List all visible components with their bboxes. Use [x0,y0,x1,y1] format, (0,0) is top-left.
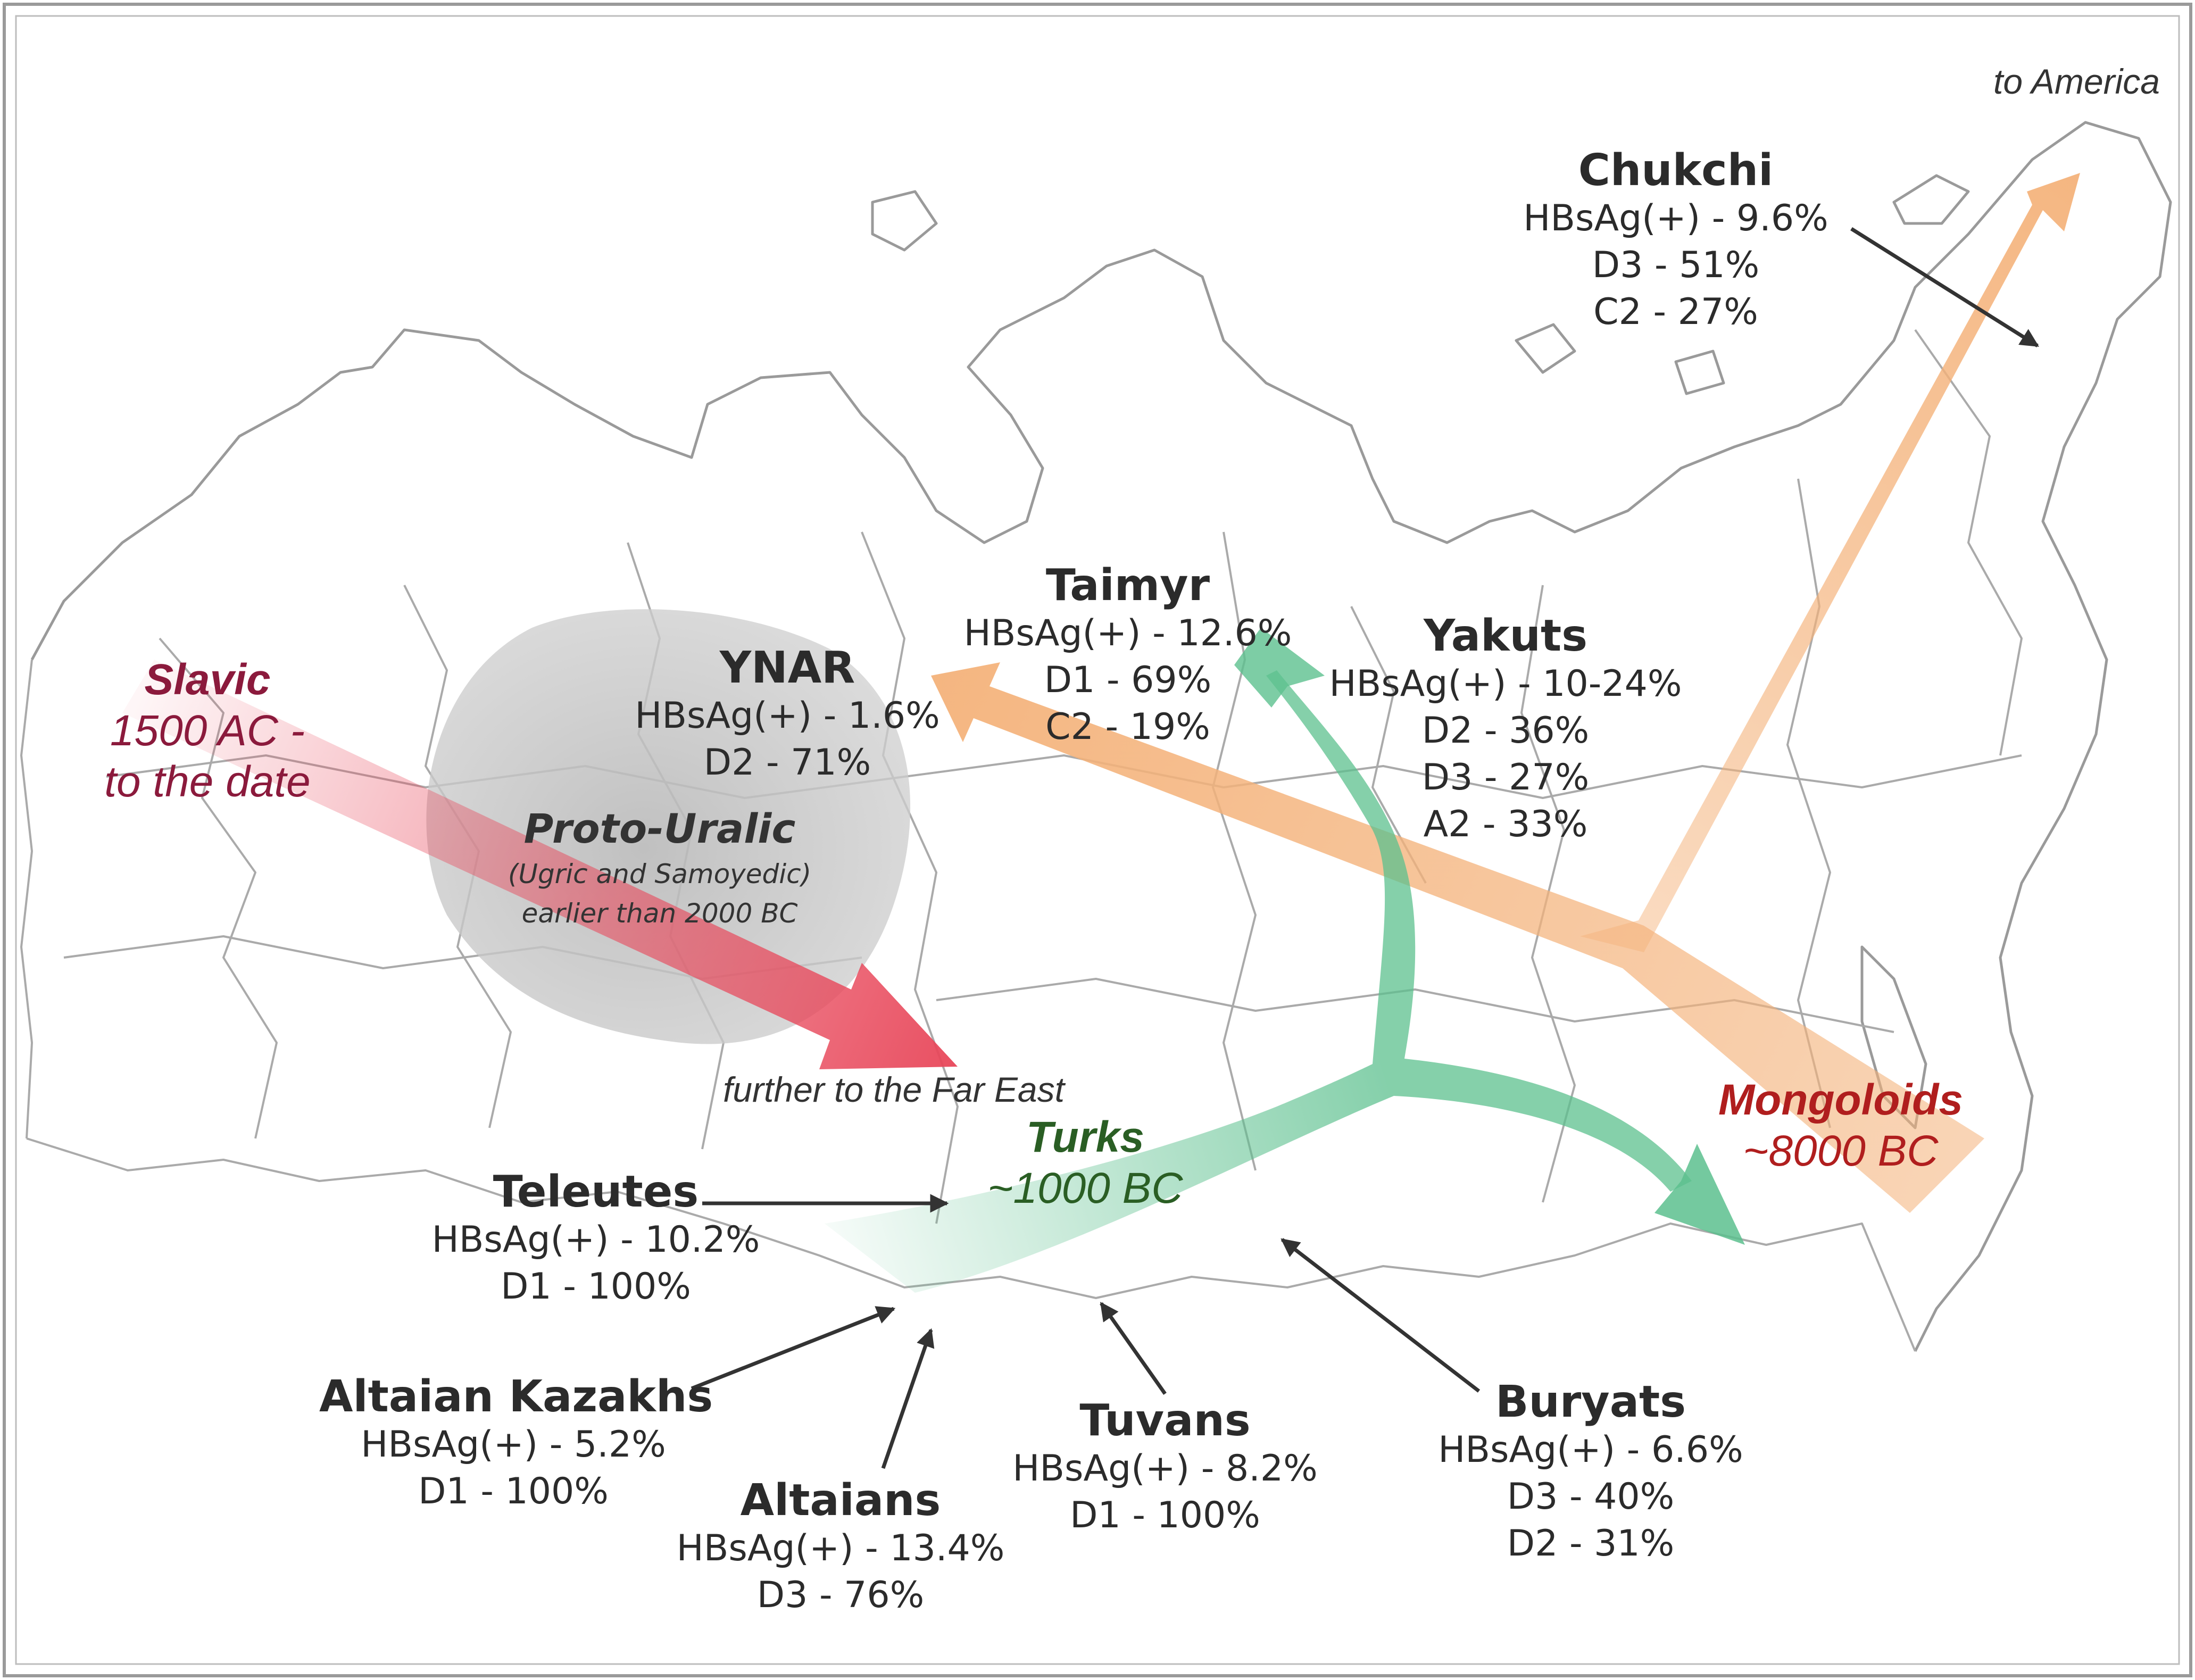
yakuts-genotype-3: A2 - 33% [1423,803,1588,845]
taimyr-label: Taimyr HBsAg(+) - 12.6% D1 - 69% C2 - 19… [947,561,1309,751]
altaian-kazakhs-pointer-arrow [691,1306,896,1391]
turks-label: Turks ~1000 BC [947,1112,1224,1214]
buryats-hbsag: HBsAg(+) - 6.6% [1438,1429,1743,1471]
mongoloids-date: ~8000 BC [1743,1127,1939,1175]
mongoloids-title: Mongoloids [1718,1076,1963,1124]
chukchi-genotype-2: C2 - 27% [1593,291,1758,333]
to-america-note: to America [1993,62,2160,101]
mongoloids-america-arrow [1580,173,2080,952]
slavic-date-line1: 1500 AC - [110,706,305,755]
buryats-genotype-1: D3 - 40% [1507,1476,1675,1518]
teleutes-label: Teleutes HBsAg(+) - 10.2% D1 - 100% [420,1168,771,1310]
tuvans-genotype-1: D1 - 100% [1070,1494,1260,1536]
altaians-genotype-1: D3 - 76% [756,1574,925,1616]
taimyr-genotype-2: C2 - 19% [1045,706,1210,748]
tuvans-label: Tuvans HBsAg(+) - 8.2% D1 - 100% [990,1396,1341,1539]
chukchi-name: Chukchi [1578,145,1774,196]
taimyr-genotype-1: D1 - 69% [1044,659,1212,701]
altaians-hbsag: HBsAg(+) - 13.4% [676,1527,1005,1569]
chukchi-label: Chukchi HBsAg(+) - 9.6% D3 - 51% C2 - 27… [1495,146,1857,336]
ynar-name: YNAR [719,643,855,693]
far-east-note: further to the Far East [723,1070,1065,1109]
chukchi-hbsag: HBsAg(+) - 9.6% [1523,197,1828,239]
proto-uralic-subgroups: (Ugric and Samoyedic) [508,859,812,889]
altaian-kazakhs-label: Altaian Kazakhs HBsAg(+) - 5.2% D1 - 100… [319,1371,713,1515]
yakuts-hbsag: HBsAg(+) - 10-24% [1329,663,1682,705]
altaians-pointer-arrow [881,1328,935,1469]
proto-uralic-date: earlier than 2000 BC [521,898,798,929]
ynar-label: YNAR HBsAg(+) - 1.6% D2 - 71% [622,644,952,786]
buryats-pointer-arrow [1281,1238,1481,1393]
pointer-arrows [691,227,2039,1469]
yakuts-genotype-2: D3 - 27% [1421,756,1590,799]
ynar-hbsag: HBsAg(+) - 1.6% [635,695,940,737]
turks-arrowhead-east [1654,1144,1745,1245]
altaian-kazakhs-name: Altaian Kazakhs [319,1371,713,1422]
tuvans-name: Tuvans [1079,1395,1251,1446]
inner-frame [15,15,2180,1665]
tuvans-pointer-arrow [1100,1302,1167,1395]
buryats-genotype-2: D2 - 31% [1507,1523,1675,1565]
altaians-name: Altaians [740,1475,941,1526]
ynar-genotype-1: D2 - 71% [703,742,871,784]
yakuts-name: Yakuts [1423,611,1588,661]
chukchi-pointer-arrow [1850,227,2039,347]
slavic-title: Slavic [144,655,271,704]
taimyr-hbsag: HBsAg(+) - 12.6% [963,612,1292,654]
turks-arrowhead-north [1234,628,1325,708]
proto-uralic-label: Proto-Uralic (Ugric and Samoyedic) earli… [468,803,851,933]
tuvans-hbsag: HBsAg(+) - 8.2% [1012,1448,1318,1490]
slavic-migration-arrow [122,660,958,1069]
teleutes-name: Teleutes [493,1167,699,1217]
mongoloids-label: Mongoloids ~8000 BC [1676,1075,2006,1177]
slavic-date-line2: to the date [104,758,311,806]
altaian-kazakhs-genotype-1: D1 - 100% [418,1470,609,1512]
proto-uralic-title: Proto-Uralic [523,805,796,852]
taimyr-name: Taimyr [1045,560,1210,611]
mongoloids-migration-arrow [931,662,1984,1213]
turks-date: ~1000 BC [987,1164,1183,1212]
altaian-kazakhs-hbsag: HBsAg(+) - 5.2% [361,1424,666,1466]
proto-uralic-area [426,609,911,1044]
teleutes-hbsag: HBsAg(+) - 10.2% [431,1219,760,1261]
buryats-label: Buryats HBsAg(+) - 6.6% D3 - 40% D2 - 31… [1415,1378,1766,1567]
teleutes-genotype-1: D1 - 100% [501,1266,691,1308]
yakuts-label: Yakuts HBsAg(+) - 10-24% D2 - 36% D3 - 2… [1319,612,1692,848]
turks-title: Turks [1026,1113,1144,1161]
outer-frame [3,3,2192,1677]
yakuts-genotype-1: D2 - 36% [1421,710,1590,752]
chukchi-genotype-1: D3 - 51% [1592,244,1760,286]
buryats-name: Buryats [1495,1377,1686,1427]
slavic-label: Slavic 1500 AC - to the date [96,654,319,808]
turks-migration-arrow [825,670,1692,1293]
altaians-label: Altaians HBsAg(+) - 13.4% D3 - 76% [665,1476,1016,1619]
